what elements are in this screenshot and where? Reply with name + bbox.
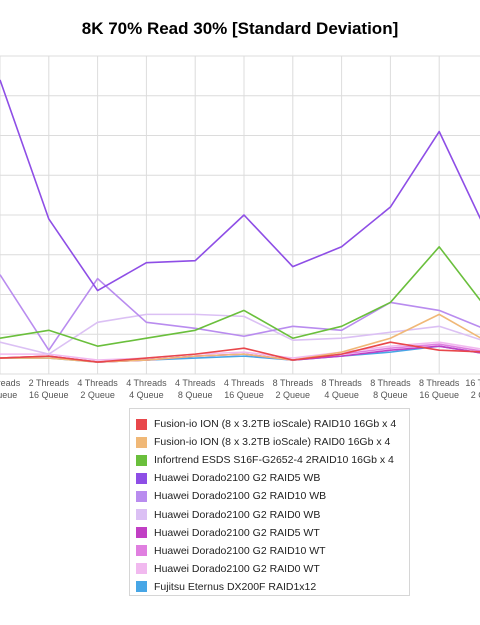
legend-swatch <box>136 527 147 539</box>
chart-legend: Fusion-io ION (8 x 3.2TB ioScale) RAID10… <box>129 408 410 596</box>
legend-label: Infortrend ESDS S16F-G2652-4 2RAID10 16G… <box>154 454 394 467</box>
x-tick-label: 4 Threads 16 Queue <box>224 378 265 400</box>
legend-label: Fusion-io ION (8 x 3.2TB ioScale) RAID0 … <box>154 436 391 449</box>
legend-item: Fusion-io ION (8 x 3.2TB ioScale) RAID0 … <box>136 433 409 451</box>
legend-label: Huawei Dorado2100 G2 RAID10 WB <box>154 490 327 503</box>
legend-label: Huawei Dorado2100 G2 RAID0 WB <box>154 508 321 521</box>
legend-label: Fujitsu Eternus DX200F RAID1x12 <box>154 580 317 593</box>
legend-swatch <box>136 436 147 448</box>
legend-label: Huawei Dorado2100 G2 RAID10 WT <box>154 544 326 557</box>
legend-swatch <box>136 454 147 466</box>
legend-item: Fujitsu Eternus DX200F RAID1x12 <box>136 578 409 596</box>
legend-swatch <box>136 418 147 430</box>
legend-item: Huawei Dorado2100 G2 RAID10 WT <box>136 542 409 560</box>
x-tick-label: 2 Threads 16 Queue <box>29 378 70 400</box>
legend-swatch <box>136 581 147 593</box>
legend-label: Fusion-io ION (8 x 3.2TB ioScale) RAID10… <box>154 418 397 431</box>
legend-swatch <box>136 563 147 575</box>
legend-item: Huawei Dorado2100 G2 RAID5 WB <box>136 469 409 487</box>
x-tick-label: 4 Threads 2 Queue <box>77 378 118 400</box>
series-line <box>0 274 480 351</box>
legend-swatch <box>136 545 147 557</box>
chart-title: 8K 70% Read 30% [Standard Deviation] <box>81 19 399 38</box>
x-tick-label: 8 Threads 4 Queue <box>321 378 362 400</box>
x-tick-label: 8 Threads 2 Queue <box>273 378 314 400</box>
legend-swatch <box>136 490 147 502</box>
legend-item: Fusion-io ION (8 x 3.2TB ioScale) RAID10… <box>136 415 409 433</box>
legend-swatch <box>136 472 147 484</box>
x-tick-label: 8 Threads 16 Queue <box>419 378 460 400</box>
legend-item: Huawei Dorado2100 G2 RAID5 WT <box>136 524 409 542</box>
x-tick-label: 4 Threads 4 Queue <box>126 378 167 400</box>
x-tick-label: 4 Threads 8 Queue <box>175 378 216 400</box>
legend-label: Huawei Dorado2100 G2 RAID0 WT <box>154 562 320 575</box>
x-tick-label: 8 Threads 8 Queue <box>370 378 411 400</box>
series-line <box>0 341 480 363</box>
series-line <box>0 246 480 347</box>
series-line <box>0 79 480 292</box>
legend-label: Huawei Dorado2100 G2 RAID5 WB <box>154 472 321 485</box>
legend-item: Infortrend ESDS S16F-G2652-4 2RAID10 16G… <box>136 451 409 469</box>
legend-swatch <box>136 509 147 521</box>
legend-item: Huawei Dorado2100 G2 RAID10 WB <box>136 487 409 505</box>
legend-label: Huawei Dorado2100 G2 RAID5 WT <box>154 526 320 539</box>
legend-item: Huawei Dorado2100 G2 RAID0 WT <box>136 560 409 578</box>
legend-item: Huawei Dorado2100 G2 RAID0 WB <box>136 505 409 523</box>
